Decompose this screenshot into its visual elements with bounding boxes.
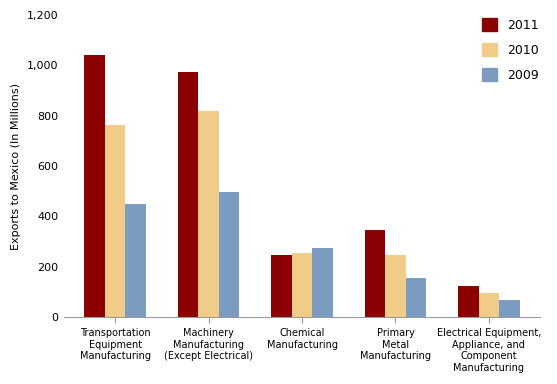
Bar — [105, 125, 125, 317]
Bar — [271, 255, 292, 317]
Bar — [292, 253, 312, 317]
Bar — [178, 72, 198, 317]
Bar — [312, 248, 333, 317]
Bar — [219, 192, 240, 317]
Bar — [365, 230, 385, 317]
Bar — [478, 293, 499, 317]
Bar — [85, 55, 105, 317]
Bar — [125, 204, 146, 317]
Bar — [405, 278, 426, 317]
Bar — [458, 286, 478, 317]
Bar — [499, 300, 520, 317]
Bar — [385, 255, 405, 317]
Legend: 2011, 2010, 2009: 2011, 2010, 2009 — [482, 18, 539, 82]
Bar — [198, 111, 219, 317]
Y-axis label: Exports to Mexico (In Millions): Exports to Mexico (In Millions) — [11, 83, 21, 250]
